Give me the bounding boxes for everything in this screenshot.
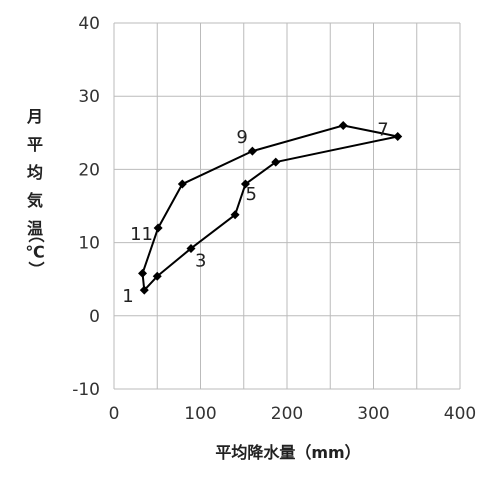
data-point-marker xyxy=(393,131,403,141)
month-label: 11 xyxy=(130,224,153,245)
x-tick-label: 300 xyxy=(357,404,389,424)
y-axis-label-char: 平 xyxy=(27,135,43,154)
y-axis-label-char: 月 xyxy=(26,107,43,126)
y-tick-label: 10 xyxy=(78,234,100,254)
data-point-marker xyxy=(186,243,196,253)
y-tick-label: 20 xyxy=(78,160,100,180)
y-axis-label-char: 気 xyxy=(27,191,43,210)
data-point-marker xyxy=(338,120,348,130)
x-tick-label: 400 xyxy=(444,404,476,424)
month-label: 9 xyxy=(236,127,247,148)
y-axis-label-char: 均 xyxy=(27,163,43,182)
data-point-marker xyxy=(240,179,250,189)
month-label: 7 xyxy=(377,119,388,140)
month-label: 1 xyxy=(122,286,133,307)
data-point-marker xyxy=(247,146,257,156)
data-point-marker xyxy=(177,179,187,189)
series-line xyxy=(138,120,403,295)
y-tick-label: 30 xyxy=(78,87,100,107)
data-point-marker xyxy=(138,268,148,278)
x-tick-label: 200 xyxy=(271,404,303,424)
month-label: 3 xyxy=(195,250,206,271)
y-tick-label: 40 xyxy=(78,14,100,34)
x-tick-label: 100 xyxy=(184,404,216,424)
y-axis-label-char: 温 xyxy=(26,219,43,238)
data-point-marker xyxy=(230,210,240,220)
series-path xyxy=(141,124,399,292)
grid xyxy=(113,22,461,390)
y-axis-label-char: （℃） xyxy=(25,227,44,278)
month-label: 5 xyxy=(245,184,256,205)
data-point-marker xyxy=(153,223,163,233)
y-tick-label: 0 xyxy=(89,307,100,327)
data-point-marker xyxy=(271,157,281,167)
x-axis-label: 平均降水量（mm） xyxy=(215,443,360,462)
x-tick-label: 0 xyxy=(109,404,120,424)
data-point-marker xyxy=(139,285,149,295)
y-tick-label: -10 xyxy=(72,380,100,400)
data-point-marker xyxy=(152,271,162,281)
month-annotations: 1 3 5 7 9 11 xyxy=(122,119,388,307)
